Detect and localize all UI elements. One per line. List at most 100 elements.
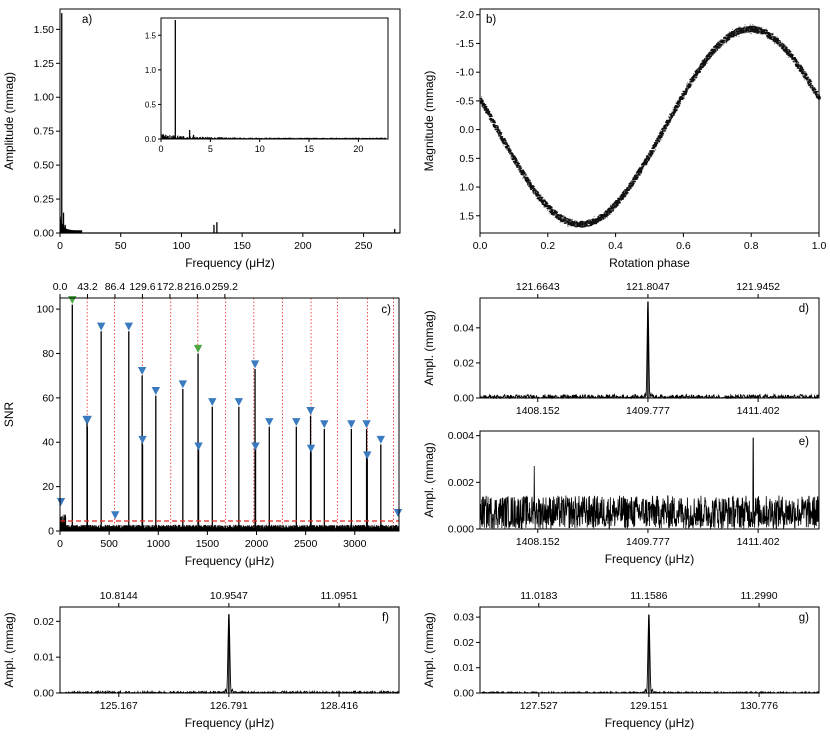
detected-frequency-marker [363, 451, 372, 460]
x-tick-label: 3000 [343, 538, 367, 550]
detected-frequency-marker [347, 420, 356, 429]
y-tick-label: 0.00 [34, 228, 55, 240]
x-tick-label: 127.527 [520, 700, 558, 712]
x-tick-label: 130.776 [740, 700, 778, 712]
panel-label: d) [799, 303, 809, 315]
detected-frequency-marker [251, 442, 260, 451]
x-tick-label: 1000 [147, 538, 171, 550]
y-tick-label: 1.5 [459, 210, 474, 222]
detected-frequency-marker [306, 444, 316, 453]
x-tick-label: 2500 [294, 538, 318, 550]
y-axis-label: SNR [2, 402, 16, 428]
y-axis-label: Amplitude (mmag) [2, 72, 16, 170]
detected-frequency-marker [137, 367, 147, 376]
x-tick-label: 128.416 [320, 700, 358, 712]
y-tick-label: 0.0 [459, 124, 474, 136]
y-axis-label: Magnitude (mmag) [422, 71, 436, 172]
top-tick-label: 10.8144 [100, 590, 138, 602]
top-tick-label: 11.1586 [630, 590, 667, 602]
detected-frequency-marker [111, 511, 120, 520]
x-tick-label: 1408.152 [516, 536, 560, 548]
panel-c-frame [59, 297, 400, 532]
y-tick-label: 1.25 [34, 58, 55, 70]
detected-frequency-marker [320, 420, 329, 429]
amplitude-spectrum [479, 302, 820, 400]
y-tick-label: 0.50 [34, 160, 55, 172]
detected-frequency-marker [138, 435, 147, 444]
top-tick-label: 0.0 [53, 281, 68, 293]
detected-frequency-marker [208, 398, 217, 407]
panel-g-frame [479, 606, 820, 694]
y-tick-label: 0 [48, 526, 54, 538]
light-curve-points [479, 25, 821, 228]
x-tick-label: 50 [115, 240, 127, 252]
top-tick-label: 11.2990 [740, 590, 777, 602]
inset-y-tick-label: 1.0 [145, 66, 157, 75]
x-tick-label: 1408.152 [516, 405, 560, 417]
x-tick-label: 125.167 [100, 700, 138, 712]
y-tick-label: -0.5 [456, 95, 474, 107]
top-tick-label: 259.2 [212, 281, 238, 293]
inset-noise [161, 133, 387, 139]
y-tick-label: 0.00 [454, 688, 475, 700]
y-tick-label: 80 [42, 348, 54, 360]
top-tick-label: 86.4 [105, 281, 126, 293]
detected-frequency-marker [151, 387, 161, 395]
y-tick-label: 0.04 [454, 322, 475, 334]
inset-x-tick-label: 15 [304, 144, 314, 154]
detected-frequency-marker [376, 435, 386, 444]
x-tick-label: 0.8 [744, 240, 759, 252]
y-tick-label: 1.00 [34, 92, 55, 104]
x-axis-label: Frequency (μHz) [605, 552, 695, 566]
x-tick-label: 0 [57, 538, 63, 550]
panel-a-frame [59, 8, 401, 234]
x-tick-label: 0.2 [540, 240, 555, 252]
panel-label: e) [799, 436, 809, 448]
snr-noise-floor [59, 514, 400, 531]
inset-y-tick-label: 0.5 [145, 100, 157, 109]
y-axis-label: Ampl. (mmag) [422, 310, 436, 385]
x-tick-label: 100 [173, 240, 191, 252]
x-tick-label: 0 [57, 240, 63, 252]
y-tick-label: 1.0 [459, 182, 474, 194]
inset-x-tick-label: 0 [158, 144, 163, 154]
panel-f-frame [59, 606, 400, 694]
y-tick-label: 1.50 [34, 24, 55, 36]
x-tick-label: 250 [355, 240, 373, 252]
inset-x-tick-label: 10 [255, 144, 265, 154]
x-tick-label: 126.791 [210, 700, 248, 712]
detected-frequency-marker [362, 420, 371, 429]
x-axis-label: Frequency (μHz) [605, 716, 695, 730]
top-tick-label: 172.8 [157, 281, 183, 293]
x-tick-label: 1411.402 [737, 536, 780, 548]
panel-label: c) [381, 304, 391, 316]
inset-y-tick-label: 0.0 [145, 135, 157, 144]
x-tick-label: 500 [100, 538, 118, 550]
x-tick-label: 0.0 [473, 240, 488, 252]
y-tick-label: 0.5 [459, 153, 474, 165]
top-tick-label: 216.0 [184, 281, 210, 293]
y-axis-label: Ampl. (mmag) [2, 612, 16, 687]
y-tick-label: 0.000 [448, 524, 474, 536]
panel-label: g) [799, 612, 809, 624]
x-tick-label: 1.0 [812, 240, 827, 252]
top-tick-label: 10.9547 [210, 590, 248, 602]
detected-frequency-marker [306, 406, 315, 415]
panel-label: a) [82, 14, 92, 26]
y-tick-label: -2.0 [456, 9, 474, 21]
y-axis-label: Ampl. (mmag) [422, 612, 436, 687]
x-tick-label: 150 [233, 240, 251, 252]
detected-frequency-marker [56, 497, 66, 506]
top-tick-label: 121.6643 [516, 281, 560, 293]
y-tick-label: 0.00 [34, 688, 55, 700]
y-tick-label: -1.0 [456, 67, 474, 79]
panel-e-frame [479, 430, 820, 530]
panel-d-frame [479, 297, 820, 399]
main-frequency-marker [193, 344, 203, 353]
top-tick-label: 121.9452 [736, 281, 780, 293]
detected-frequency-marker [393, 509, 403, 518]
y-tick-label: 60 [42, 392, 54, 404]
x-tick-label: 0.6 [676, 240, 691, 252]
x-tick-label: 200 [294, 240, 312, 252]
x-tick-label: 2000 [245, 538, 269, 550]
